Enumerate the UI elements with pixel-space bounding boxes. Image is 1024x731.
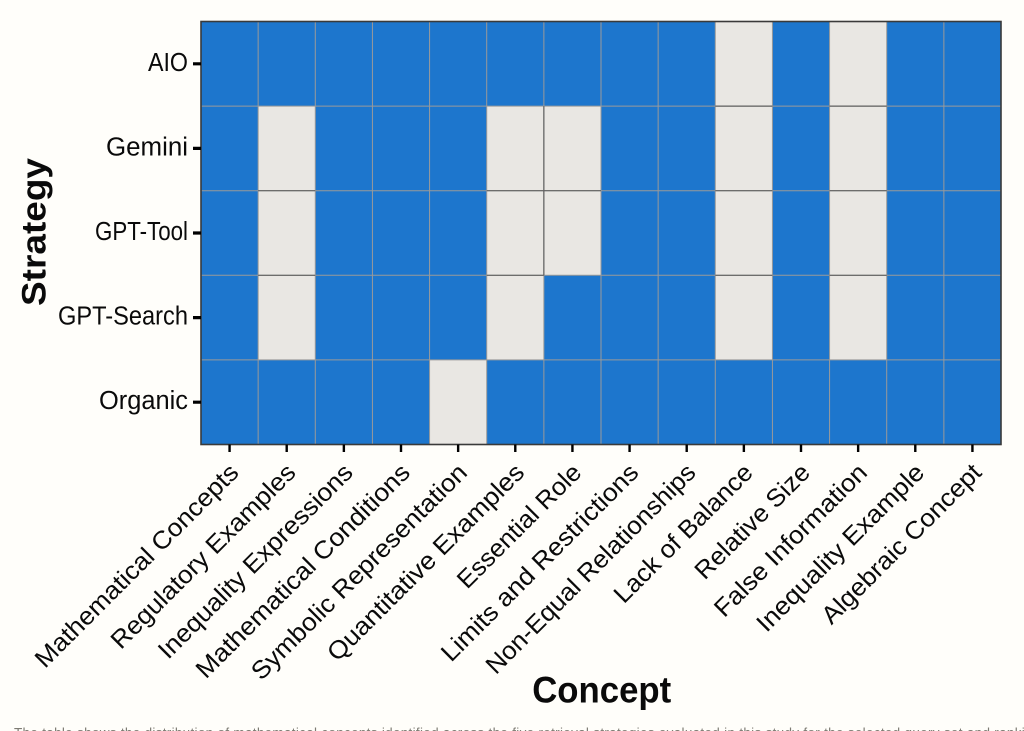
svg-text:Gemini: Gemini <box>106 133 188 161</box>
svg-text:Organic: Organic <box>99 387 188 415</box>
svg-text:AIO: AIO <box>148 49 188 77</box>
svg-text:GPT-Tool: GPT-Tool <box>95 218 188 246</box>
svg-text:Strategy: Strategy <box>16 158 54 306</box>
svg-text:Concept: Concept <box>532 670 671 711</box>
svg-text:GPT-Search: GPT-Search <box>58 303 188 331</box>
svg-text:The table shows the distributi: The table shows the distribution of math… <box>14 725 1024 731</box>
